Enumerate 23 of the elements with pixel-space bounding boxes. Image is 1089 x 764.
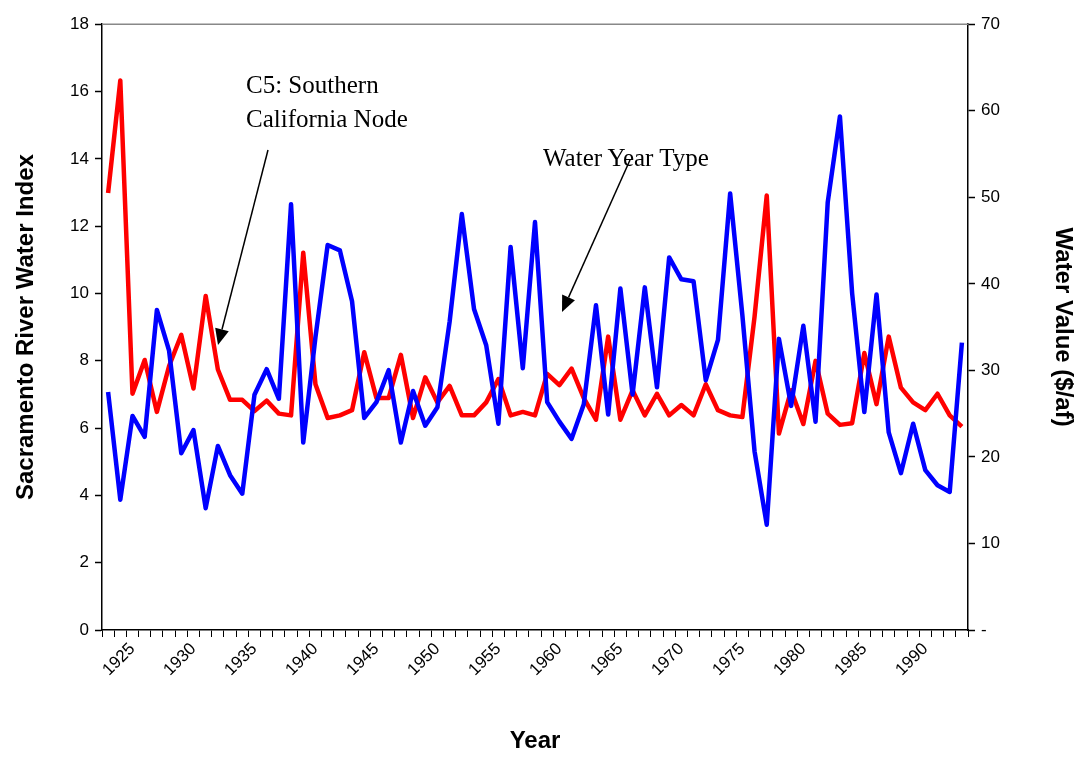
y-tick-label: 16 (70, 81, 89, 101)
x-axis-title: Year (509, 726, 561, 754)
y2-tick-label: - (981, 619, 987, 639)
y-tick-label: 4 (79, 485, 89, 505)
y-tick-label: 10 (70, 283, 89, 303)
y2-tick-label: 30 (981, 360, 1000, 380)
y-tick-label: 0 (79, 619, 89, 639)
y-tick-label: 6 (79, 417, 89, 437)
y2-tick-label: 40 (981, 273, 1000, 293)
y2-axis-title: Water Value ($/af) (1050, 227, 1078, 427)
annotation: C5: Southern California Node (246, 70, 409, 134)
y-tick-label: 8 (79, 350, 89, 370)
y2-tick-label: 10 (981, 533, 1000, 553)
annotation: Water Year Type (543, 143, 710, 173)
y-tick-label: 18 (70, 13, 89, 33)
y2-tick-label: 60 (981, 100, 1000, 120)
y2-tick-label: 20 (981, 446, 1000, 466)
y-axis-title: Sacramento River Water Index (11, 153, 39, 501)
y-tick-label: 12 (70, 215, 89, 235)
y2-tick-label: 50 (981, 186, 1000, 206)
y-tick-label: 2 (79, 552, 89, 572)
y2-tick-label: 70 (981, 13, 1000, 33)
y-tick-label: 14 (70, 148, 89, 168)
